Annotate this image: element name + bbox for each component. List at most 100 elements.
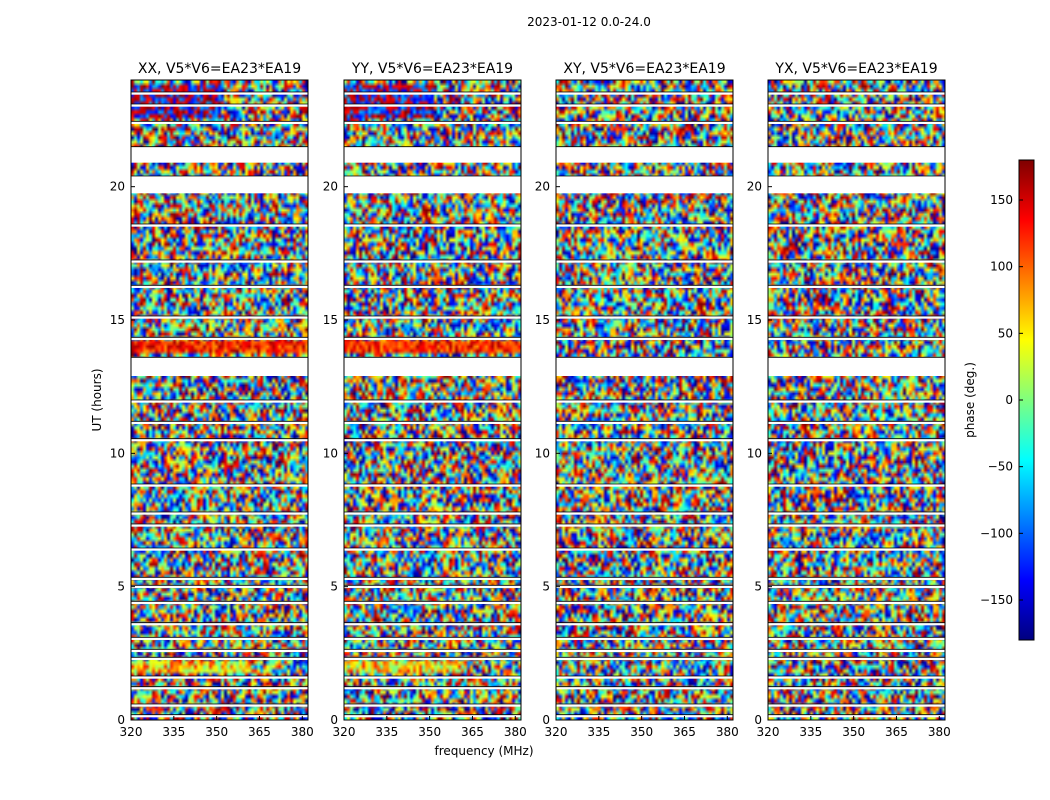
- flagged-gap: [344, 224, 521, 227]
- colorbar-tick-label: −50: [988, 460, 1013, 474]
- y-tick-label: 5: [330, 580, 338, 594]
- flagged-gap: [131, 357, 308, 376]
- panel-title: YY, V5*V6=EA23*EA19: [351, 61, 513, 77]
- flagged-gap: [768, 337, 945, 340]
- flagged-gap: [344, 512, 521, 515]
- y-tick-label: 15: [535, 313, 550, 327]
- y-tick-label: 0: [754, 713, 762, 727]
- panel-title: XY, V5*V6=EA23*EA19: [563, 61, 725, 77]
- flagged-gap: [768, 357, 945, 376]
- flagged-gap: [344, 357, 521, 376]
- flagged-gap: [344, 92, 521, 95]
- flagged-gap: [768, 224, 945, 227]
- flagged-gap: [768, 92, 945, 95]
- flagged-gap: [344, 649, 521, 652]
- flagged-gap: [556, 176, 733, 194]
- y-tick-label: 20: [747, 180, 762, 194]
- x-tick-label: 320: [120, 725, 143, 739]
- flagged-gap: [344, 622, 521, 626]
- flagged-gap: [344, 104, 521, 107]
- x-tick-label: 350: [418, 725, 441, 739]
- colorbar-tick-label: 100: [990, 260, 1013, 274]
- x-tick-label: 320: [757, 725, 780, 739]
- flagged-gap: [344, 146, 521, 163]
- y-tick-label: 0: [117, 713, 125, 727]
- colorbar: 150 100 50 0 −50 −100 −150: [980, 159, 1035, 641]
- flagged-gap: [556, 357, 733, 376]
- flagged-gap: [768, 548, 945, 551]
- flagged-gap: [131, 316, 308, 319]
- y-tick-label: 10: [323, 446, 338, 460]
- flagged-gap: [768, 622, 945, 626]
- flagged-gap: [131, 548, 308, 551]
- flagged-gap: [131, 260, 308, 263]
- x-tick-label: 350: [842, 725, 865, 739]
- flagged-gap: [556, 285, 733, 288]
- x-tick-label: 335: [587, 725, 610, 739]
- y-tick-label: 10: [110, 446, 125, 460]
- y-tick-label: 5: [117, 580, 125, 594]
- figure-suptitle: 2023-01-12 0.0-24.0: [527, 15, 651, 29]
- flagged-gap: [131, 484, 308, 487]
- flagged-gap: [131, 585, 308, 588]
- flagged-gap: [556, 686, 733, 690]
- x-tick-label: 335: [799, 725, 822, 739]
- flagged-gap: [768, 260, 945, 263]
- flagged-gap: [768, 104, 945, 107]
- x-tick-label: 365: [885, 725, 908, 739]
- flagged-gap: [131, 104, 308, 107]
- panel-yy: YY, V5*V6=EA23*EA19 320 335 350 365 380 0 5 10 15…: [323, 61, 527, 739]
- flagged-gap: [344, 637, 521, 640]
- flagged-gap: [131, 285, 308, 288]
- flagged-gap: [556, 224, 733, 227]
- flagged-gap: [768, 400, 945, 403]
- flagged-gap: [556, 704, 733, 707]
- flagged-gap: [131, 121, 308, 124]
- flagged-gap: [556, 548, 733, 551]
- flagged-gap: [556, 260, 733, 263]
- flagged-gap: [344, 577, 521, 580]
- flagged-gap: [344, 337, 521, 340]
- flagged-gap: [131, 577, 308, 580]
- flagged-gap: [344, 676, 521, 679]
- panel-frame: [130, 79, 309, 721]
- flagged-gap: [768, 146, 945, 163]
- flagged-gap: [131, 657, 308, 660]
- flagged-gap: [556, 146, 733, 163]
- flagged-gap: [556, 104, 733, 107]
- flagged-gap: [344, 176, 521, 194]
- flagged-gap: [556, 622, 733, 626]
- flagged-gap: [556, 601, 733, 604]
- flagged-gap: [131, 524, 308, 527]
- flagged-gap: [131, 649, 308, 652]
- flagged-gap: [556, 714, 733, 718]
- flagged-gap: [344, 657, 521, 660]
- x-tick-label: 380: [291, 725, 314, 739]
- flagged-gap: [344, 585, 521, 588]
- panel-title: XX, V5*V6=EA23*EA19: [138, 61, 301, 77]
- flagged-gap: [131, 714, 308, 718]
- flagged-gap: [768, 686, 945, 690]
- flagged-gap: [768, 285, 945, 288]
- colorbar-tick-label: 50: [998, 326, 1013, 340]
- flagged-gap: [768, 714, 945, 718]
- flagged-gap: [768, 601, 945, 604]
- flagged-gap: [768, 704, 945, 707]
- y-tick-label: 15: [110, 313, 125, 327]
- flagged-gap: [556, 121, 733, 124]
- flagged-gap: [344, 121, 521, 124]
- flagged-gap: [768, 637, 945, 640]
- colorbar-label: phase (deg.): [963, 362, 977, 438]
- x-tick-label: 380: [928, 725, 951, 739]
- flagged-gap: [556, 577, 733, 580]
- flagged-gap: [768, 316, 945, 319]
- flagged-gap: [131, 176, 308, 194]
- flagged-gap: [556, 337, 733, 340]
- flagged-gap: [131, 337, 308, 340]
- flagged-gap: [344, 260, 521, 263]
- flagged-gap: [768, 649, 945, 652]
- x-tick-label: 320: [545, 725, 568, 739]
- y-tick-label: 0: [542, 713, 550, 727]
- flagged-gap: [131, 421, 308, 424]
